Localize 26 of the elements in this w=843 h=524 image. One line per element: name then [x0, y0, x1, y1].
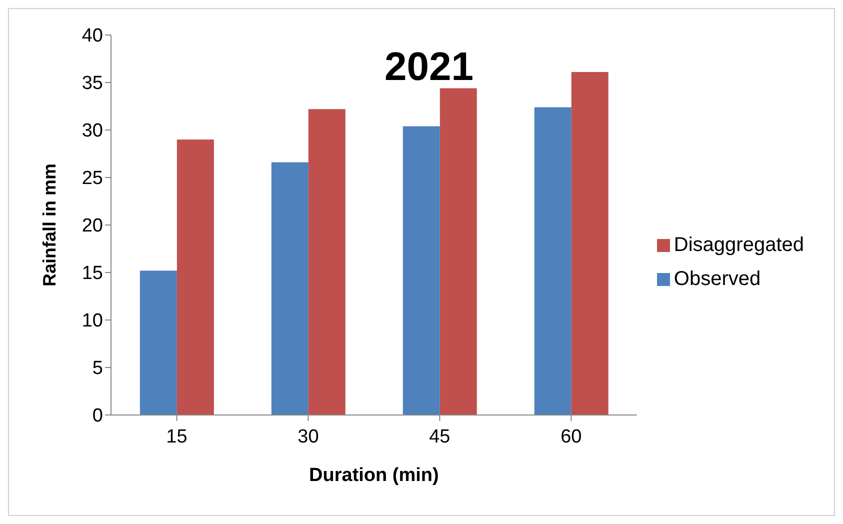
legend-label: Observed	[674, 268, 761, 290]
bar	[271, 162, 308, 415]
y-tick-label: 10	[82, 310, 103, 332]
y-tick-label: 5	[92, 358, 103, 380]
bar	[534, 107, 572, 415]
x-axis-title: Duration (min)	[309, 465, 439, 486]
y-tick-label: 20	[82, 216, 103, 237]
bar	[402, 126, 440, 415]
bar	[308, 109, 346, 415]
y-tick-label: 15	[82, 263, 103, 284]
bar	[571, 72, 608, 415]
legend-label: Disaggregated	[674, 234, 804, 256]
y-tick-label: 0	[92, 406, 103, 427]
y-tick-label: 25	[82, 168, 103, 190]
y-axis-title: Rainfall in mm	[39, 163, 60, 287]
chart-title: 2021	[384, 45, 474, 90]
bar	[176, 140, 214, 415]
x-tick-label: 15	[166, 426, 188, 448]
x-tick-label: 30	[298, 426, 319, 448]
bar	[440, 88, 477, 415]
x-tick-label: 60	[560, 426, 582, 448]
y-tick-label: 30	[82, 120, 103, 142]
y-tick-label: 40	[82, 26, 103, 47]
y-tick-label: 35	[82, 73, 103, 94]
bar	[140, 270, 177, 415]
x-tick-label: 45	[429, 426, 450, 448]
